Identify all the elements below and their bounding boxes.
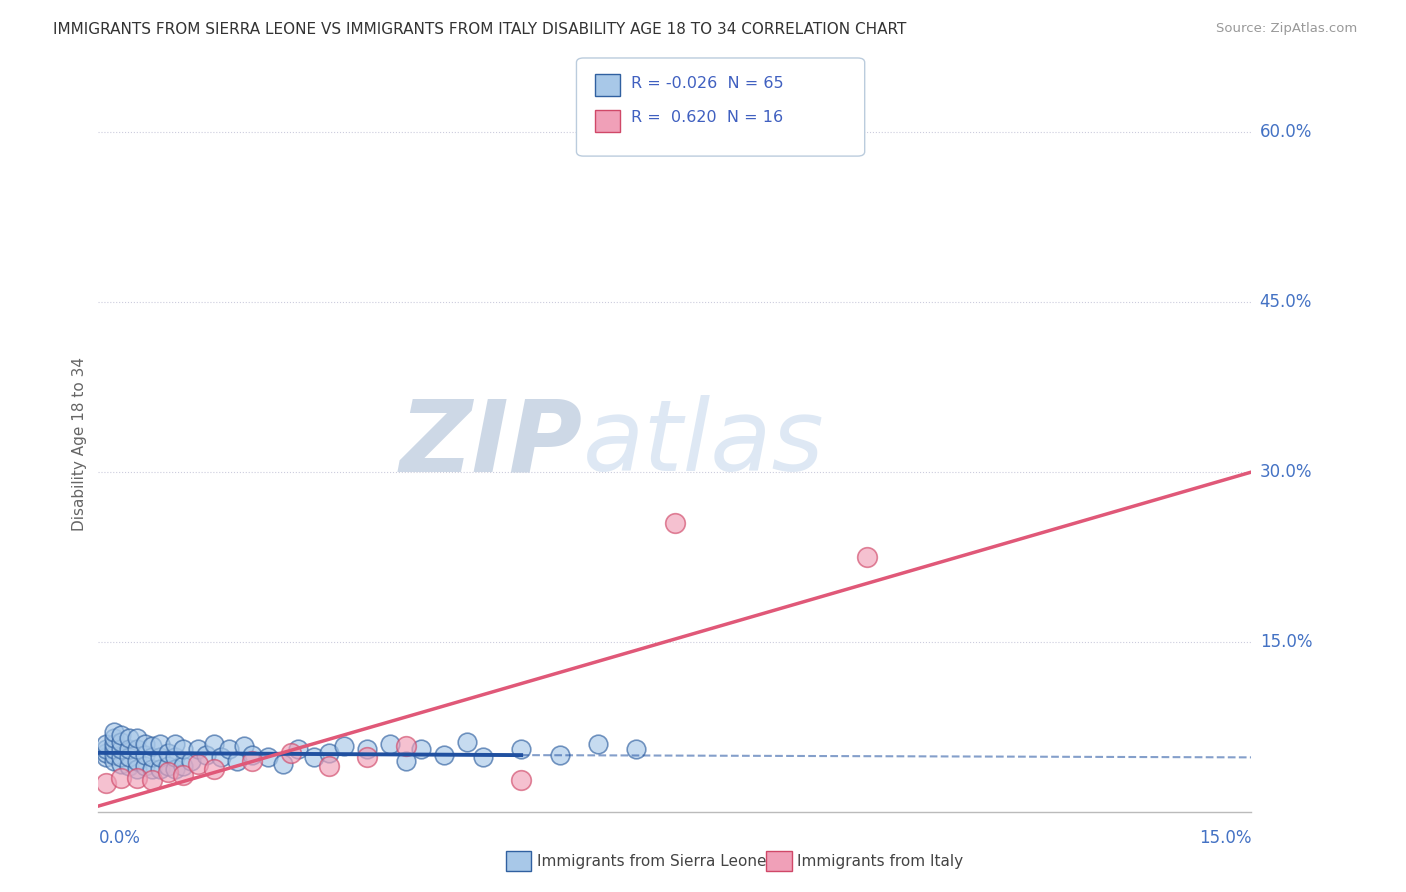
Point bbox=[333, 739, 356, 753]
Point bbox=[110, 750, 132, 764]
Point bbox=[149, 737, 172, 751]
Text: Immigrants from Sierra Leone: Immigrants from Sierra Leone bbox=[537, 855, 766, 869]
Text: 15.0%: 15.0% bbox=[1260, 633, 1312, 651]
Point bbox=[165, 762, 187, 776]
Text: atlas: atlas bbox=[582, 395, 824, 492]
Point bbox=[134, 759, 156, 773]
Point bbox=[240, 748, 263, 763]
Point bbox=[141, 739, 163, 753]
Point bbox=[94, 750, 117, 764]
Point bbox=[172, 768, 194, 782]
Point bbox=[94, 742, 117, 756]
Text: 45.0%: 45.0% bbox=[1260, 293, 1312, 311]
Point bbox=[125, 771, 148, 785]
Point bbox=[225, 754, 247, 768]
Point bbox=[180, 754, 202, 768]
Text: 30.0%: 30.0% bbox=[1260, 463, 1312, 481]
Point bbox=[118, 759, 141, 773]
Point bbox=[134, 748, 156, 763]
Point bbox=[256, 750, 278, 764]
Point bbox=[125, 731, 148, 746]
Point bbox=[187, 742, 209, 756]
Point bbox=[626, 742, 648, 756]
Point bbox=[141, 750, 163, 764]
Point bbox=[664, 516, 686, 530]
Point bbox=[125, 742, 148, 756]
Point bbox=[202, 762, 225, 776]
Point bbox=[187, 757, 209, 772]
Point bbox=[94, 776, 117, 790]
Text: 0.0%: 0.0% bbox=[98, 829, 141, 847]
Point bbox=[103, 725, 125, 739]
Text: Source: ZipAtlas.com: Source: ZipAtlas.com bbox=[1216, 22, 1357, 36]
Point bbox=[149, 762, 172, 776]
Point bbox=[218, 742, 240, 756]
Point bbox=[110, 771, 132, 785]
Point bbox=[103, 754, 125, 768]
Point bbox=[172, 742, 194, 756]
Point bbox=[195, 748, 218, 763]
Point bbox=[134, 737, 156, 751]
Text: 15.0%: 15.0% bbox=[1199, 829, 1251, 847]
Point bbox=[471, 750, 494, 764]
Point bbox=[548, 748, 571, 763]
Point bbox=[125, 762, 148, 776]
Point bbox=[240, 754, 263, 768]
Point bbox=[586, 737, 609, 751]
Text: R =  0.620  N = 16: R = 0.620 N = 16 bbox=[631, 111, 783, 125]
Point bbox=[118, 750, 141, 764]
Point bbox=[103, 748, 125, 763]
Point bbox=[149, 750, 172, 764]
Point bbox=[94, 737, 117, 751]
Point bbox=[172, 759, 194, 773]
Point bbox=[233, 739, 256, 753]
Point bbox=[433, 748, 456, 763]
Text: R = -0.026  N = 65: R = -0.026 N = 65 bbox=[631, 77, 785, 91]
Point bbox=[103, 737, 125, 751]
Point bbox=[103, 731, 125, 746]
Text: ZIP: ZIP bbox=[399, 395, 582, 492]
Text: IMMIGRANTS FROM SIERRA LEONE VS IMMIGRANTS FROM ITALY DISABILITY AGE 18 TO 34 CO: IMMIGRANTS FROM SIERRA LEONE VS IMMIGRAN… bbox=[53, 22, 907, 37]
Point bbox=[287, 742, 309, 756]
Point bbox=[156, 765, 179, 780]
Point bbox=[110, 734, 132, 748]
Point bbox=[856, 549, 879, 564]
Text: 60.0%: 60.0% bbox=[1260, 123, 1312, 142]
Point bbox=[318, 759, 340, 773]
Point bbox=[318, 746, 340, 760]
Point bbox=[510, 742, 533, 756]
Point bbox=[380, 737, 402, 751]
Point bbox=[118, 731, 141, 746]
Point bbox=[94, 746, 117, 760]
Point bbox=[411, 742, 433, 756]
Y-axis label: Disability Age 18 to 34: Disability Age 18 to 34 bbox=[72, 357, 87, 531]
Point bbox=[125, 754, 148, 768]
Point bbox=[510, 772, 533, 787]
Point bbox=[141, 772, 163, 787]
Point bbox=[302, 750, 325, 764]
Point bbox=[271, 757, 294, 772]
Point bbox=[356, 742, 378, 756]
Point bbox=[165, 737, 187, 751]
Point bbox=[280, 746, 302, 760]
Point bbox=[395, 739, 418, 753]
Point bbox=[103, 742, 125, 756]
Point bbox=[110, 757, 132, 772]
Point bbox=[456, 734, 478, 748]
Point bbox=[356, 750, 378, 764]
Point bbox=[141, 762, 163, 776]
Text: Immigrants from Italy: Immigrants from Italy bbox=[797, 855, 963, 869]
Point bbox=[165, 750, 187, 764]
Point bbox=[118, 742, 141, 756]
Point bbox=[156, 746, 179, 760]
Point bbox=[209, 750, 232, 764]
Point bbox=[110, 742, 132, 756]
Point bbox=[110, 728, 132, 742]
Point bbox=[395, 754, 418, 768]
Point bbox=[202, 737, 225, 751]
Point bbox=[156, 759, 179, 773]
